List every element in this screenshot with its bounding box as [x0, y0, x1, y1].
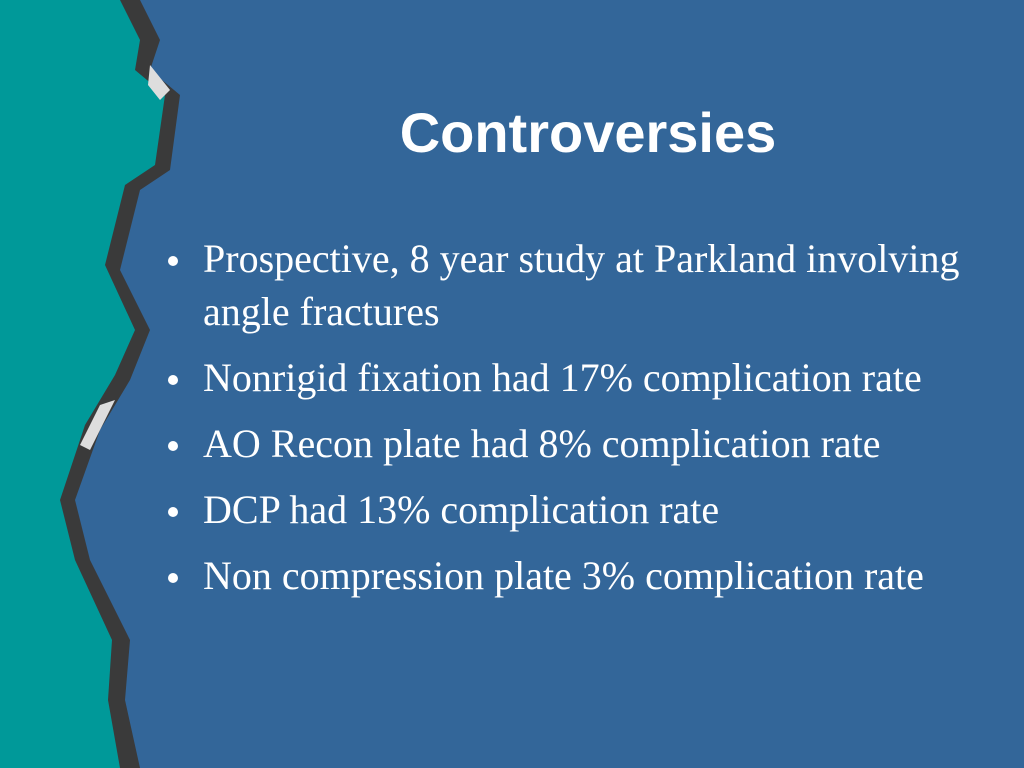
bullet: Prospective, 8 year study at Parkland in… — [160, 232, 990, 338]
bullet: Non compression plate 3% complication ra… — [160, 549, 990, 602]
bullet: AO Recon plate had 8% complication rate — [160, 417, 990, 470]
bullet-list: Prospective, 8 year study at Parkland in… — [160, 232, 990, 615]
bullet: DCP had 13% complication rate — [160, 483, 990, 536]
slide-title: Controversies — [399, 101, 777, 164]
torn-edge — [0, 0, 180, 768]
bullet: Nonrigid fixation had 17% complication r… — [160, 351, 990, 404]
